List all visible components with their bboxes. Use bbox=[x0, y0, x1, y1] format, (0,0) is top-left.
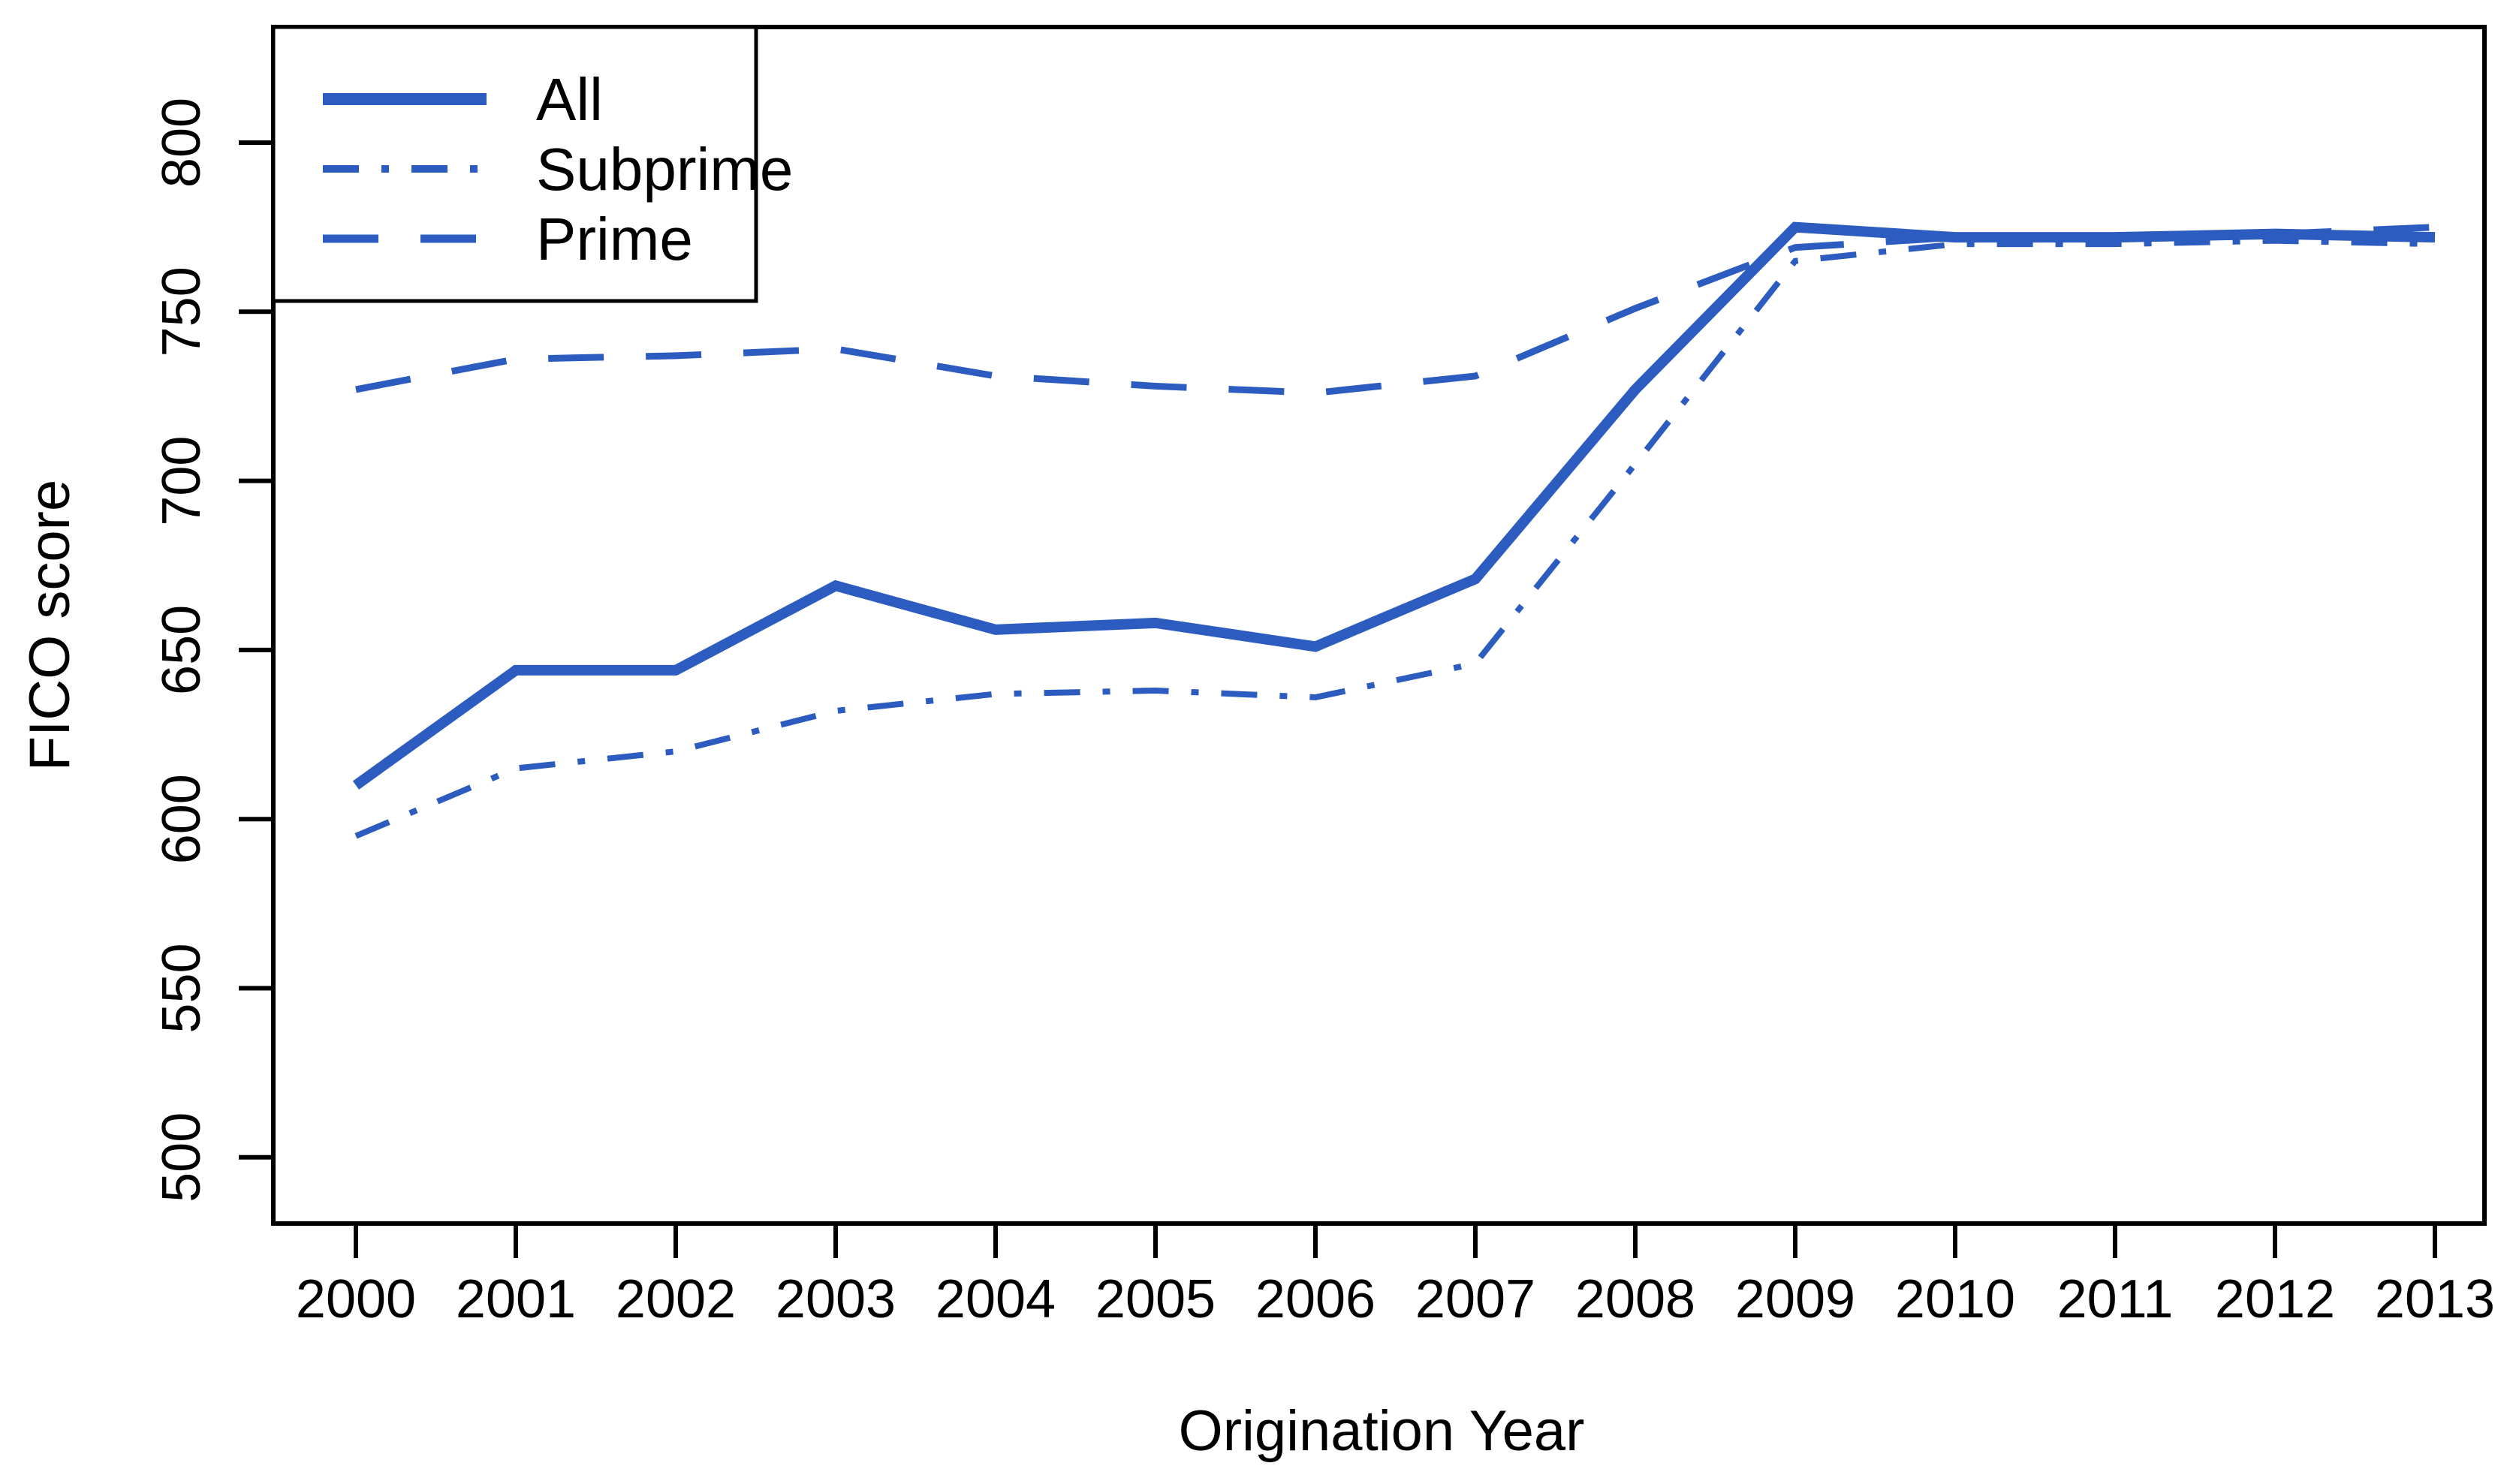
x-tick-label: 2011 bbox=[2057, 1269, 2174, 1329]
x-tick-label: 2006 bbox=[1255, 1269, 1376, 1329]
legend-label-prime: Prime bbox=[536, 206, 693, 272]
x-tick-label: 2002 bbox=[616, 1269, 736, 1329]
plot-border bbox=[271, 25, 2487, 1226]
x-tick-label: 2008 bbox=[1575, 1269, 1695, 1329]
x-tick-label: 2009 bbox=[1735, 1269, 1855, 1329]
x-tick-label: 2003 bbox=[776, 1269, 896, 1329]
series-line-subprime bbox=[354, 237, 2436, 839]
y-tick-label: 800 bbox=[152, 98, 212, 188]
y-tick-label: 650 bbox=[152, 605, 212, 695]
y-tick-label: 550 bbox=[152, 943, 212, 1033]
legend-box bbox=[271, 25, 758, 303]
legend-label-subprime: Subprime bbox=[536, 136, 793, 203]
y-tick-label: 600 bbox=[152, 774, 212, 864]
y-tick-label: 750 bbox=[152, 266, 212, 357]
x-tick-label: 2000 bbox=[296, 1269, 416, 1329]
x-tick-label: 2013 bbox=[2375, 1269, 2495, 1329]
y-axis-title: FICO score bbox=[18, 480, 82, 772]
x-tick-label: 2005 bbox=[1095, 1269, 1216, 1329]
x-tick-label: 2012 bbox=[2215, 1269, 2335, 1329]
x-tick-label: 2004 bbox=[936, 1269, 1056, 1329]
x-tick-label: 2007 bbox=[1415, 1269, 1535, 1329]
legend-label-all: All bbox=[536, 66, 603, 133]
series-line-all bbox=[352, 221, 2436, 790]
series-line-prime bbox=[355, 224, 2436, 396]
y-tick-label: 700 bbox=[152, 436, 212, 526]
x-axis-title: Origination Year bbox=[1179, 1399, 1585, 1463]
y-tick-label: 500 bbox=[152, 1112, 212, 1203]
x-tick-label: 2001 bbox=[456, 1269, 576, 1329]
x-tick-label: 2010 bbox=[1895, 1269, 2015, 1329]
